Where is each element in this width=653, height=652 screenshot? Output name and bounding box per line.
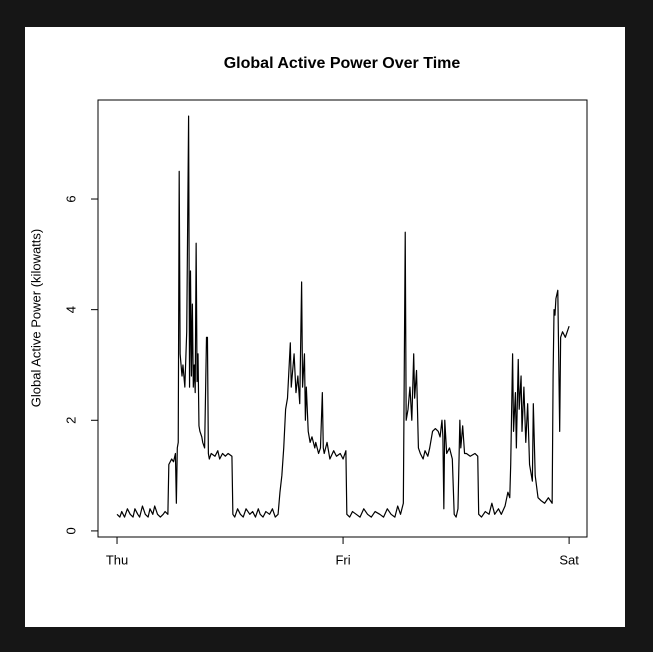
series-line [116,115,570,518]
y-tick-label: 4 [63,306,78,313]
y-tick-label: 2 [63,417,78,424]
y-axis-label: Global Active Power (kilowatts) [28,229,43,407]
y-tick-label: 0 [63,527,78,534]
panel [25,27,625,627]
chart-title: Global Active Power Over Time [224,55,461,72]
x-tick-label: Thu [106,552,128,567]
plot-box [97,99,588,538]
x-tick-label: Fri [335,552,350,567]
x-tick-label: Sat [559,552,579,567]
y-tick-label: 6 [63,195,78,202]
